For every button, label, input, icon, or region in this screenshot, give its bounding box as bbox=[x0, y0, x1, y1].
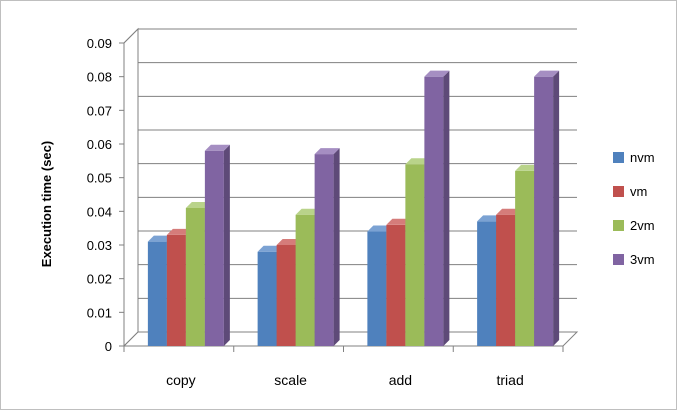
y-tick-label: 0.04 bbox=[87, 204, 112, 219]
y-tick-label: 0.02 bbox=[87, 272, 112, 287]
bar-top bbox=[496, 208, 522, 215]
bar-top bbox=[534, 70, 560, 77]
bar-front bbox=[515, 170, 535, 346]
bar-front bbox=[204, 150, 224, 346]
category-labels: copy scale add triad bbox=[166, 372, 524, 388]
bar-top bbox=[147, 235, 173, 242]
category-label: triad bbox=[497, 372, 524, 388]
bar-front bbox=[477, 221, 497, 346]
legend-item: vm bbox=[613, 184, 647, 199]
y-tick-label: 0.03 bbox=[87, 238, 112, 253]
bar-top bbox=[204, 144, 230, 151]
legend-swatch bbox=[613, 186, 624, 197]
legend-item: 2vm bbox=[613, 218, 655, 233]
bar-side bbox=[223, 144, 230, 346]
legend-label: vm bbox=[630, 184, 647, 199]
bar-front bbox=[367, 231, 387, 346]
bar-top bbox=[314, 148, 340, 155]
y-axis-label: Execution time (sec) bbox=[39, 141, 54, 267]
bar bbox=[314, 148, 340, 346]
bar-top bbox=[386, 218, 412, 225]
bar-front bbox=[496, 214, 516, 346]
legend-item: nvm bbox=[613, 150, 655, 165]
category-label: scale bbox=[274, 372, 307, 388]
y-tick-label: 0.09 bbox=[87, 36, 112, 51]
bar-front bbox=[166, 234, 186, 346]
y-tick-label: 0.06 bbox=[87, 137, 112, 152]
bar-front bbox=[276, 245, 296, 346]
bar-front bbox=[314, 154, 334, 346]
y-tick-label: 0.05 bbox=[87, 171, 112, 186]
gridline bbox=[123, 129, 577, 145]
bar-top bbox=[295, 208, 321, 215]
bar-front bbox=[386, 224, 406, 346]
y-tick-label: 0.08 bbox=[87, 70, 112, 85]
bar bbox=[534, 70, 560, 347]
bar-side bbox=[333, 148, 340, 346]
bar-top bbox=[185, 201, 211, 208]
category-label: copy bbox=[166, 372, 196, 388]
bar-front bbox=[185, 207, 205, 346]
y-tick-label: 0.01 bbox=[87, 305, 112, 320]
bar-top bbox=[424, 70, 450, 77]
bar-top bbox=[477, 215, 503, 222]
bar-top bbox=[166, 228, 192, 235]
bar-front bbox=[424, 76, 444, 347]
legend-label: 3vm bbox=[630, 252, 655, 267]
legend-label: nvm bbox=[630, 150, 655, 165]
y-tick-label: 0.07 bbox=[87, 103, 112, 118]
category-label: add bbox=[389, 372, 412, 388]
bar-side bbox=[553, 70, 560, 347]
y-tick-label: 0 bbox=[105, 339, 112, 354]
legend-swatch bbox=[613, 152, 624, 163]
legend-swatch bbox=[613, 254, 624, 265]
bar bbox=[204, 144, 230, 346]
legend-swatch bbox=[613, 220, 624, 231]
side-wall bbox=[123, 27, 139, 348]
bar-top bbox=[367, 225, 393, 232]
gridline bbox=[123, 163, 577, 179]
gridline bbox=[123, 95, 577, 111]
bar-top bbox=[405, 158, 431, 165]
bar-front bbox=[257, 251, 277, 346]
axes bbox=[119, 27, 579, 352]
bar-top bbox=[515, 164, 541, 171]
legend: nvm vm 2vm 3vm bbox=[613, 150, 655, 267]
gridline bbox=[123, 28, 577, 44]
bar-front bbox=[534, 76, 554, 347]
gridline bbox=[123, 62, 577, 78]
bar-front bbox=[405, 164, 425, 346]
bar-front bbox=[295, 214, 315, 346]
legend-item: 3vm bbox=[613, 252, 655, 267]
bars bbox=[147, 70, 560, 347]
legend-label: 2vm bbox=[630, 218, 655, 233]
bar-top bbox=[257, 245, 283, 252]
bar-front bbox=[147, 241, 167, 346]
bar bbox=[424, 70, 450, 347]
bar-top bbox=[276, 239, 302, 245]
bar-side bbox=[443, 70, 450, 347]
y-tick-labels: 0 0.01 0.02 0.03 0.04 0.05 0.06 0.07 0.08 0.09 bbox=[87, 36, 112, 354]
